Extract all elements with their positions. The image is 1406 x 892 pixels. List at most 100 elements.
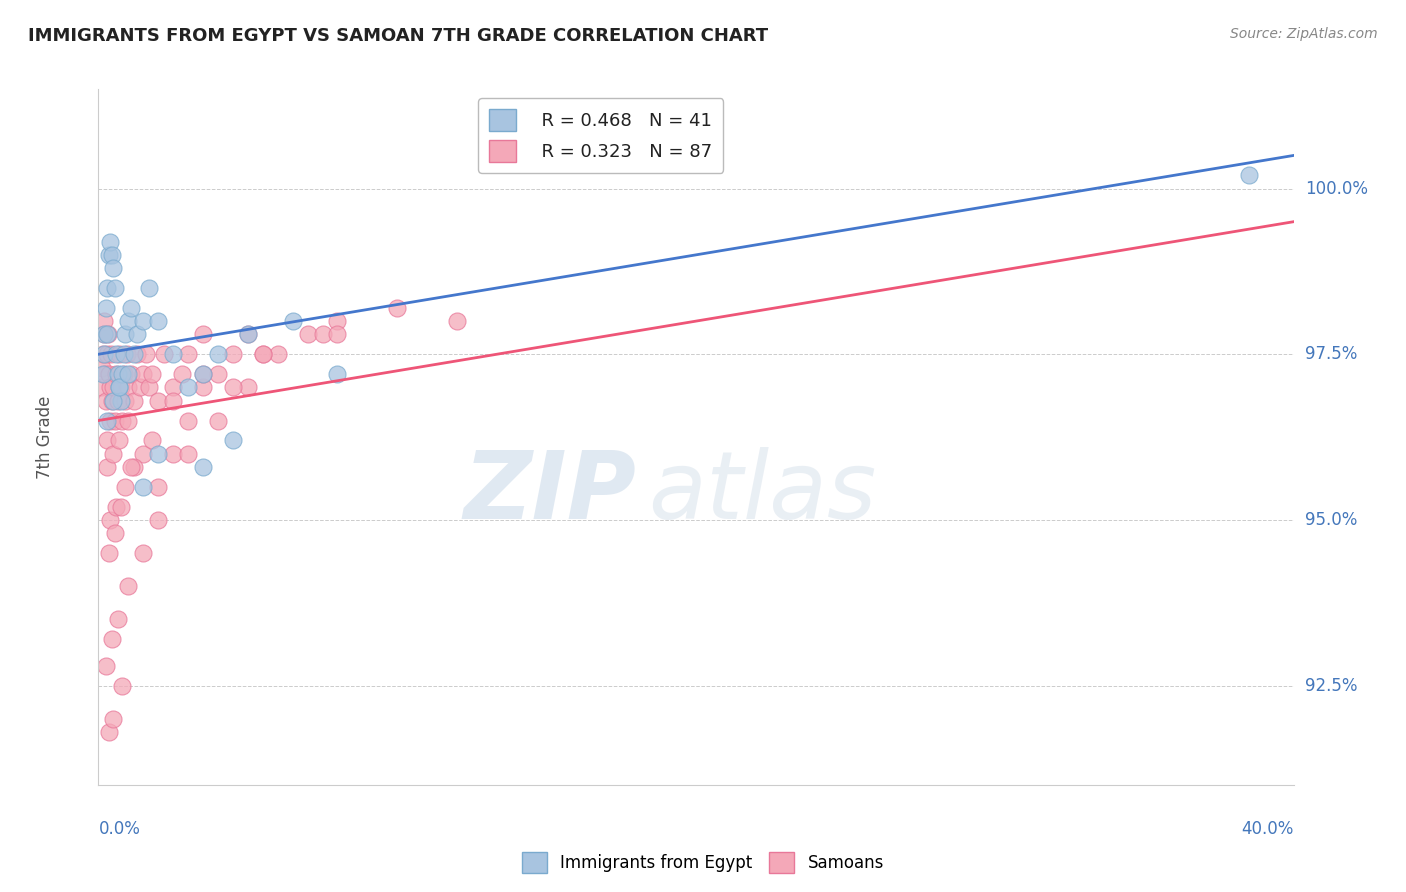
Point — [90, 380, 112, 394]
Point — [207, 413, 229, 427]
Point — [108, 434, 131, 448]
Point — [117, 380, 139, 394]
Point — [104, 413, 127, 427]
Point — [111, 413, 134, 427]
Point — [311, 327, 333, 342]
Point — [110, 500, 132, 514]
Point — [98, 513, 122, 527]
Point — [98, 235, 122, 249]
Point — [120, 367, 142, 381]
Point — [1237, 169, 1260, 183]
Point — [132, 367, 155, 381]
Point — [108, 347, 131, 361]
Point — [267, 347, 290, 361]
Point — [117, 314, 139, 328]
Point — [135, 347, 157, 361]
Point — [91, 360, 114, 375]
Point — [191, 367, 214, 381]
Point — [124, 459, 146, 474]
Point — [96, 347, 118, 361]
Point — [326, 314, 349, 328]
Point — [177, 447, 200, 461]
Point — [138, 380, 160, 394]
Point — [236, 380, 259, 394]
Point — [252, 347, 274, 361]
Point — [97, 367, 120, 381]
Point — [162, 393, 184, 408]
Point — [96, 434, 118, 448]
Point — [297, 327, 319, 342]
Point — [112, 367, 135, 381]
Point — [105, 347, 128, 361]
Point — [94, 393, 117, 408]
Point — [93, 327, 115, 342]
Text: 7th Grade: 7th Grade — [35, 395, 53, 479]
Point — [112, 347, 135, 361]
Point — [281, 314, 304, 328]
Point — [101, 248, 124, 262]
Point — [103, 447, 125, 461]
Point — [117, 413, 139, 427]
Point — [222, 434, 245, 448]
Point — [177, 380, 200, 394]
Point — [104, 281, 127, 295]
Point — [96, 327, 118, 342]
Text: 0.0%: 0.0% — [98, 820, 141, 838]
Point — [115, 347, 138, 361]
Point — [96, 413, 118, 427]
Point — [132, 447, 155, 461]
Point — [129, 380, 152, 394]
Point — [97, 546, 120, 560]
Legend: Immigrants from Egypt, Samoans: Immigrants from Egypt, Samoans — [516, 846, 890, 880]
Point — [91, 347, 114, 361]
Point — [124, 393, 146, 408]
Point — [326, 367, 349, 381]
Point — [94, 658, 117, 673]
Point — [105, 367, 128, 381]
Text: IMMIGRANTS FROM EGYPT VS SAMOAN 7TH GRADE CORRELATION CHART: IMMIGRANTS FROM EGYPT VS SAMOAN 7TH GRAD… — [28, 27, 768, 45]
Point — [103, 393, 125, 408]
Point — [446, 314, 468, 328]
Point — [326, 327, 349, 342]
Point — [114, 327, 136, 342]
Point — [222, 347, 245, 361]
Point — [104, 526, 127, 541]
Point — [222, 380, 245, 394]
Point — [207, 347, 229, 361]
Point — [114, 393, 136, 408]
Point — [120, 459, 142, 474]
Text: Source: ZipAtlas.com: Source: ZipAtlas.com — [1230, 27, 1378, 41]
Point — [177, 347, 200, 361]
Point — [93, 327, 115, 342]
Text: 95.0%: 95.0% — [1305, 511, 1358, 529]
Point — [127, 327, 149, 342]
Point — [127, 347, 149, 361]
Point — [172, 367, 194, 381]
Point — [107, 612, 129, 626]
Point — [111, 367, 134, 381]
Point — [107, 393, 129, 408]
Point — [138, 281, 160, 295]
Point — [132, 480, 155, 494]
Point — [191, 327, 214, 342]
Point — [385, 301, 409, 315]
Text: 97.5%: 97.5% — [1305, 345, 1358, 363]
Point — [107, 367, 129, 381]
Text: 92.5%: 92.5% — [1305, 676, 1358, 695]
Point — [91, 367, 114, 381]
Point — [191, 380, 214, 394]
Point — [117, 579, 139, 593]
Point — [98, 380, 122, 394]
Point — [108, 380, 131, 394]
Point — [117, 367, 139, 381]
Point — [120, 301, 142, 315]
Point — [103, 712, 125, 726]
Point — [148, 513, 170, 527]
Point — [132, 314, 155, 328]
Point — [105, 500, 128, 514]
Point — [141, 434, 163, 448]
Point — [162, 347, 184, 361]
Point — [97, 248, 120, 262]
Text: 40.0%: 40.0% — [1241, 820, 1294, 838]
Point — [93, 314, 115, 328]
